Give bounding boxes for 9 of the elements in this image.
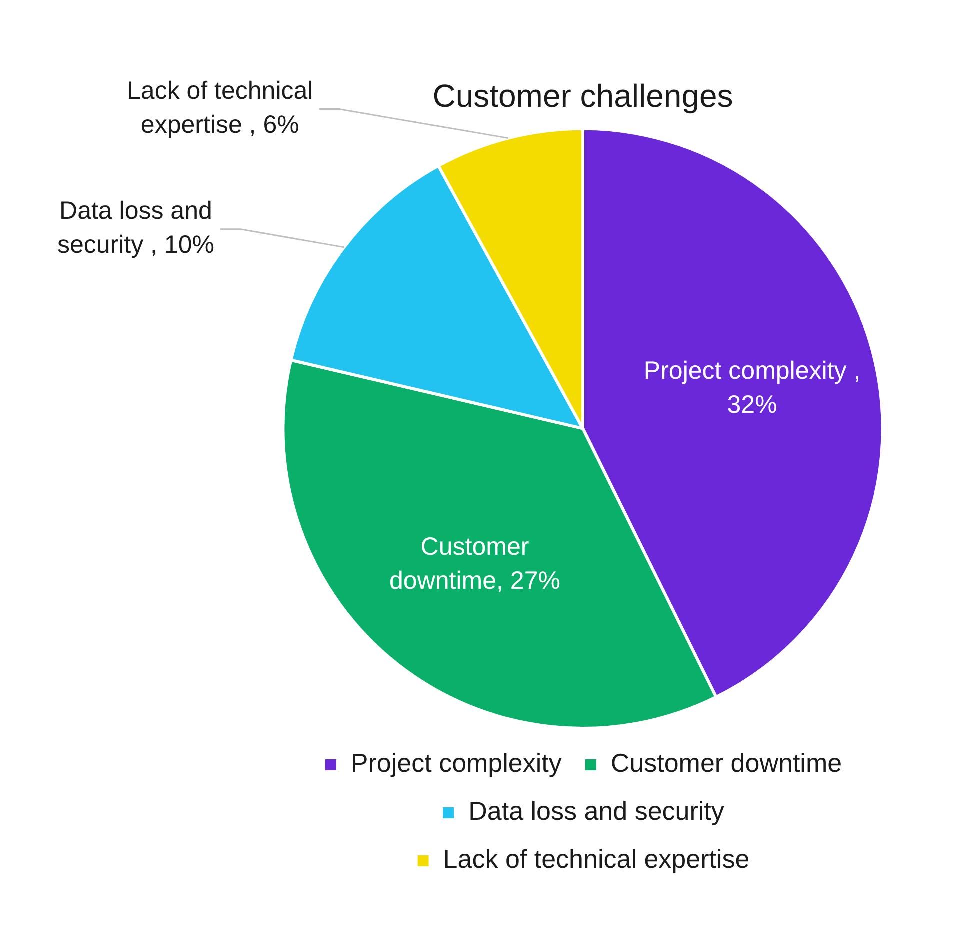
data-label: Customer downtime, 27%: [390, 532, 560, 595]
data-label: Lack of technical expertise , 6%: [127, 77, 314, 140]
legend-label: Customer downtime: [610, 748, 842, 778]
legend-label: Lack of technical expertise: [443, 844, 750, 874]
legend-label: Project complexity: [350, 748, 562, 778]
legend-label: Data loss and security: [468, 796, 724, 826]
data-label: Project complexity , 32%: [644, 356, 861, 419]
data-label: Data loss and security , 10%: [57, 197, 214, 260]
chart-title: Customer challenges: [432, 78, 734, 114]
